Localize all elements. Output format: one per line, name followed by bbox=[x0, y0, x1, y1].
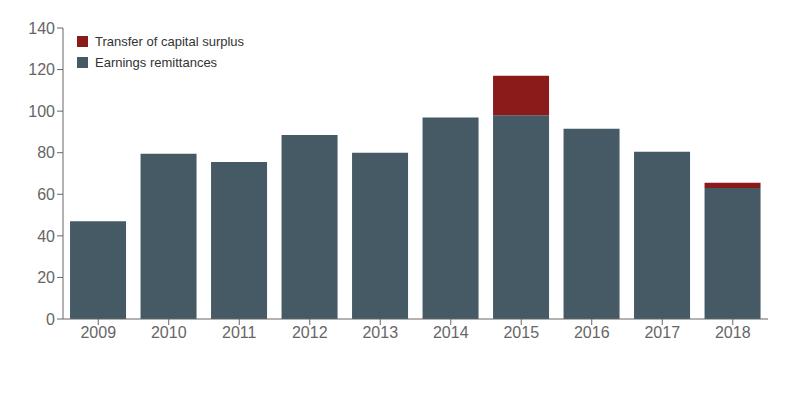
svg-text:20: 20 bbox=[37, 269, 55, 286]
html-text:Earnings remittances: Earnings remittances bbox=[95, 55, 218, 70]
svg-text:60: 60 bbox=[37, 186, 55, 203]
svg-text:2017: 2017 bbox=[644, 324, 680, 341]
svg-text:2014: 2014 bbox=[433, 324, 469, 341]
html-text:Transfer of capital surplus: Transfer of capital surplus bbox=[95, 34, 245, 49]
svg-text:2018: 2018 bbox=[715, 324, 751, 341]
svg-text:0: 0 bbox=[46, 311, 55, 328]
svg-text:2016: 2016 bbox=[574, 324, 610, 341]
svg-text:2013: 2013 bbox=[362, 324, 398, 341]
svg-text:2015: 2015 bbox=[503, 324, 539, 341]
svg-text:120: 120 bbox=[28, 61, 55, 78]
svg-text:80: 80 bbox=[37, 144, 55, 161]
svg-text:2011: 2011 bbox=[222, 324, 257, 341]
svg-text:2009: 2009 bbox=[80, 324, 116, 341]
svg-text:2010: 2010 bbox=[151, 324, 187, 341]
svg-text:2012: 2012 bbox=[292, 324, 328, 341]
svg-text:140: 140 bbox=[28, 20, 55, 37]
svg-text:40: 40 bbox=[37, 228, 55, 245]
svg-text:100: 100 bbox=[28, 103, 55, 120]
